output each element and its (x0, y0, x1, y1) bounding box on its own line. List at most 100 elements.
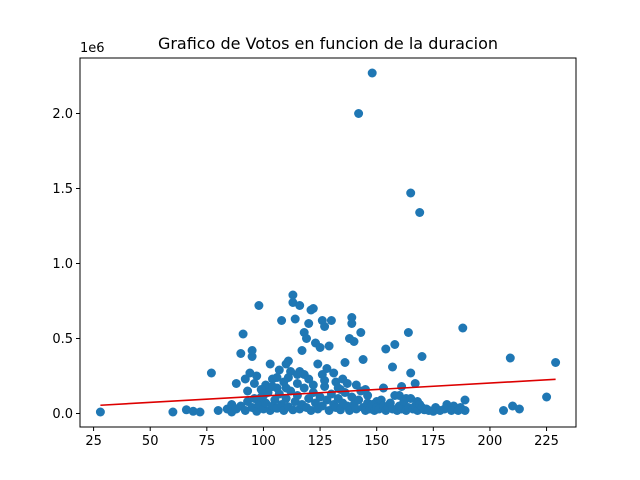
data-point (356, 328, 366, 337)
plot-frame (79, 57, 577, 428)
data-point (256, 385, 266, 394)
data-point (379, 383, 388, 393)
data-point (297, 346, 307, 355)
chart-title: Grafico de Votos en funcion de la duraci… (158, 34, 498, 53)
data-point (381, 344, 391, 354)
data-point (320, 322, 330, 331)
x-tick-label: 200 (478, 434, 503, 449)
data-point (245, 368, 255, 378)
data-point (406, 394, 416, 403)
y-offset-label: 1e6 (80, 41, 105, 56)
x-tick-label: 150 (364, 434, 389, 449)
data-point (347, 319, 357, 328)
data-point (326, 316, 336, 325)
data-point (268, 382, 277, 391)
y-tick-label: 2.0 (52, 107, 73, 122)
data-point (499, 406, 508, 415)
y-tick-label: 0.5 (52, 332, 73, 347)
data-point (358, 355, 368, 364)
data-point (551, 358, 561, 367)
data-point (252, 371, 262, 381)
data-point (288, 290, 298, 300)
data-point (274, 389, 284, 399)
data-point (440, 404, 450, 414)
data-point (458, 323, 468, 333)
data-point (406, 188, 416, 198)
data-point (249, 379, 259, 388)
data-point (460, 395, 470, 405)
data-point (406, 368, 416, 378)
data-point (292, 379, 302, 388)
data-point (508, 401, 518, 411)
data-point (188, 406, 198, 416)
data-point (272, 373, 282, 382)
data-point (213, 406, 223, 415)
data-point (403, 328, 413, 337)
data-point (514, 404, 524, 414)
data-point (299, 383, 309, 393)
x-tick-label: 125 (308, 434, 333, 449)
data-point (410, 379, 420, 388)
y-tick-label: 1.0 (52, 257, 73, 272)
data-point (428, 406, 438, 416)
data-point (347, 392, 357, 402)
data-point (306, 406, 316, 415)
data-point (313, 359, 323, 369)
data-point (288, 405, 298, 415)
trend-line (100, 378, 556, 407)
data-point (308, 380, 318, 390)
x-tick-label: 175 (421, 434, 446, 449)
data-point (340, 358, 350, 367)
data-point (342, 379, 352, 388)
data-point (292, 391, 302, 400)
data-point (340, 388, 350, 397)
data-point (354, 109, 364, 118)
data-point (243, 386, 253, 396)
data-point (95, 407, 105, 417)
data-point (252, 406, 262, 416)
data-point (390, 391, 400, 400)
data-point (505, 353, 515, 363)
x-tick-label: 100 (251, 434, 276, 449)
data-point (254, 301, 264, 310)
data-point (453, 406, 463, 415)
data-point (388, 362, 397, 372)
data-point (261, 398, 271, 408)
data-point (390, 340, 400, 349)
data-point (231, 379, 241, 388)
data-point (299, 370, 309, 379)
data-point (168, 407, 178, 417)
data-point (329, 368, 339, 378)
x-tick-label: 225 (534, 434, 559, 449)
data-point (354, 395, 364, 405)
data-point (283, 356, 293, 366)
data-point (308, 304, 318, 313)
data-point (304, 319, 314, 328)
data-point (195, 407, 205, 417)
data-point (290, 314, 300, 324)
data-point (181, 405, 191, 415)
data-point (295, 301, 305, 310)
data-point (417, 352, 427, 361)
y-tick-label: 1.5 (52, 182, 73, 197)
data-point (288, 298, 298, 307)
data-point (238, 329, 248, 339)
data-point (460, 406, 470, 415)
data-point (247, 346, 257, 355)
data-point (206, 368, 216, 378)
data-point (415, 208, 425, 217)
data-point (274, 365, 284, 375)
x-tick-label: 50 (142, 434, 159, 449)
data-point (397, 382, 407, 391)
x-tick-label: 75 (199, 434, 216, 449)
data-point (446, 406, 456, 415)
data-point (351, 380, 361, 390)
scatter-points (95, 68, 561, 417)
data-point (349, 337, 359, 346)
data-point (281, 394, 291, 403)
data-point (277, 316, 287, 325)
data-point (336, 405, 345, 415)
data-point (320, 376, 330, 385)
data-point (292, 370, 302, 379)
